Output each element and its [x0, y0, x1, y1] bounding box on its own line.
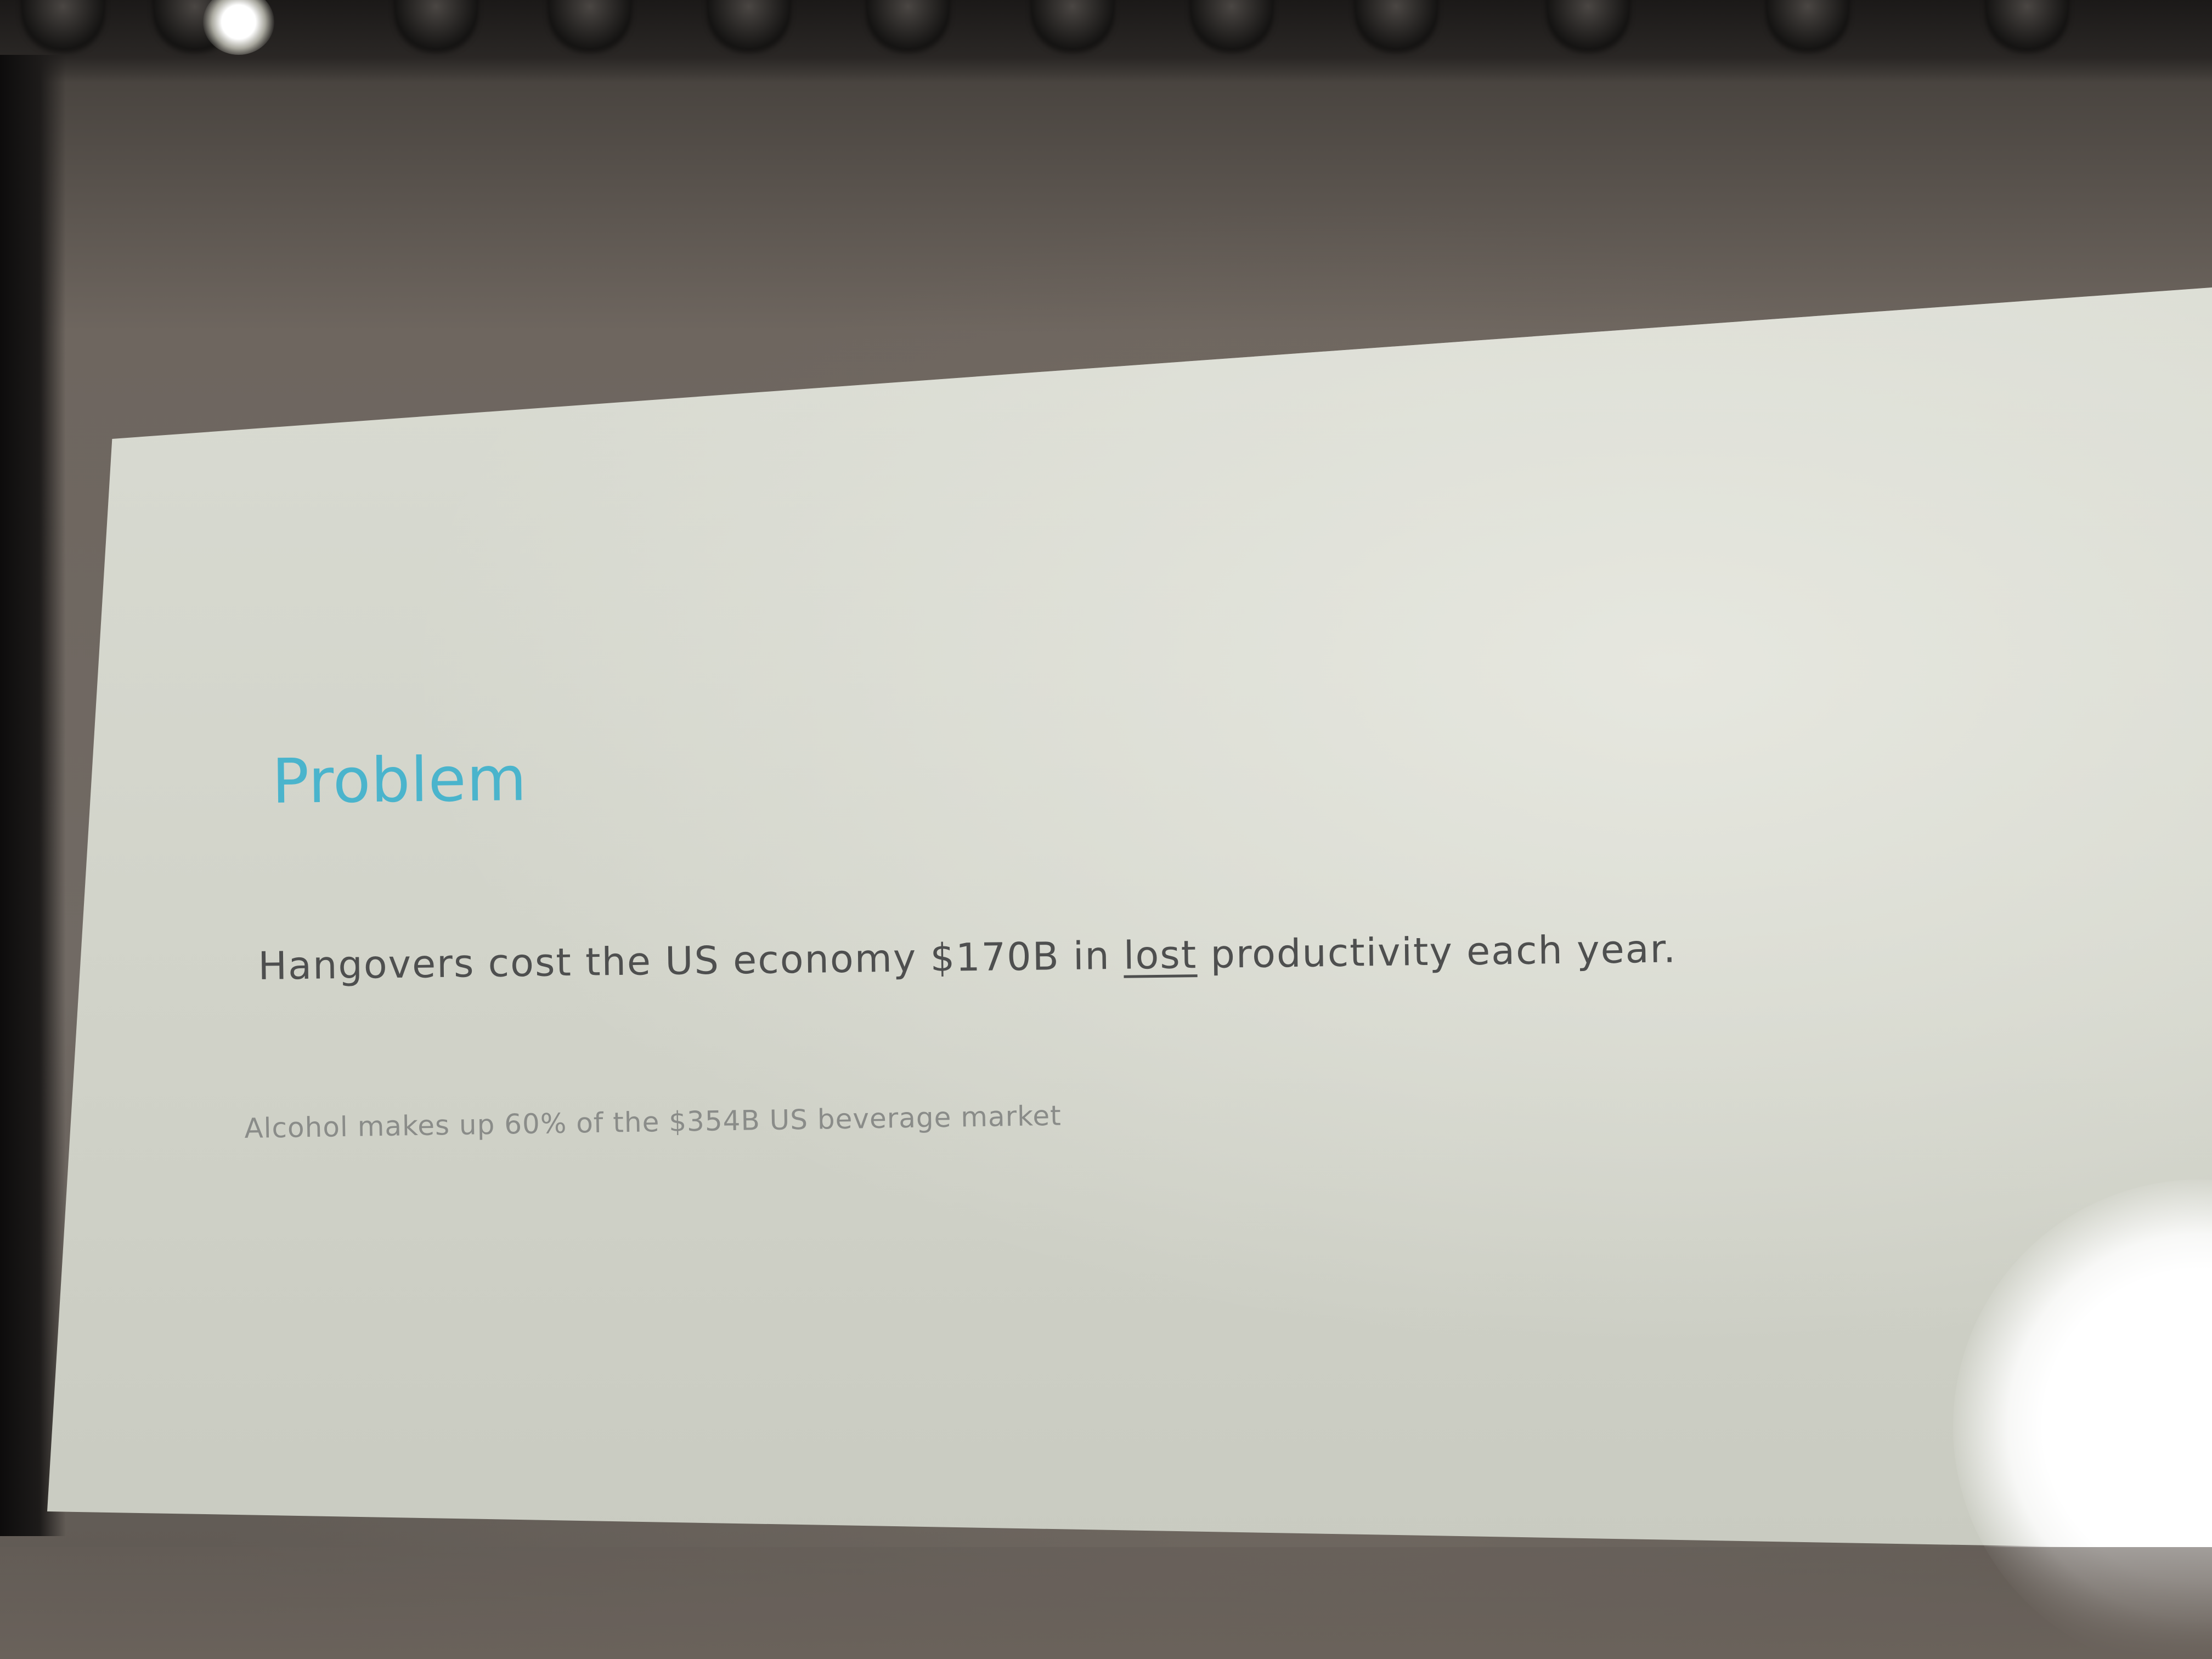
stage-light-icon — [708, 0, 790, 49]
left-pillar — [0, 55, 66, 1536]
stage-light-icon — [1986, 0, 2068, 49]
stage-light-icon — [867, 0, 949, 49]
stage-light-icon — [1767, 0, 1849, 49]
stage-light-icon — [22, 0, 104, 49]
stage-light-icon — [1547, 0, 1629, 49]
slide-title: Problem — [272, 743, 528, 817]
stage-light-icon — [1355, 0, 1437, 49]
lighting-truss — [0, 0, 2212, 82]
stage-light-icon — [549, 0, 631, 49]
stage-light-icon — [1031, 0, 1114, 49]
light-flare-icon — [203, 0, 274, 55]
projection-screen — [47, 287, 2212, 1549]
stage-light-icon — [1190, 0, 1273, 49]
stage-light-icon — [395, 0, 477, 49]
floor-area — [0, 1547, 2212, 1659]
slide-body-part-2: productivity each year. — [1197, 926, 1677, 978]
slide-body-underlined-word: lost — [1123, 932, 1198, 978]
